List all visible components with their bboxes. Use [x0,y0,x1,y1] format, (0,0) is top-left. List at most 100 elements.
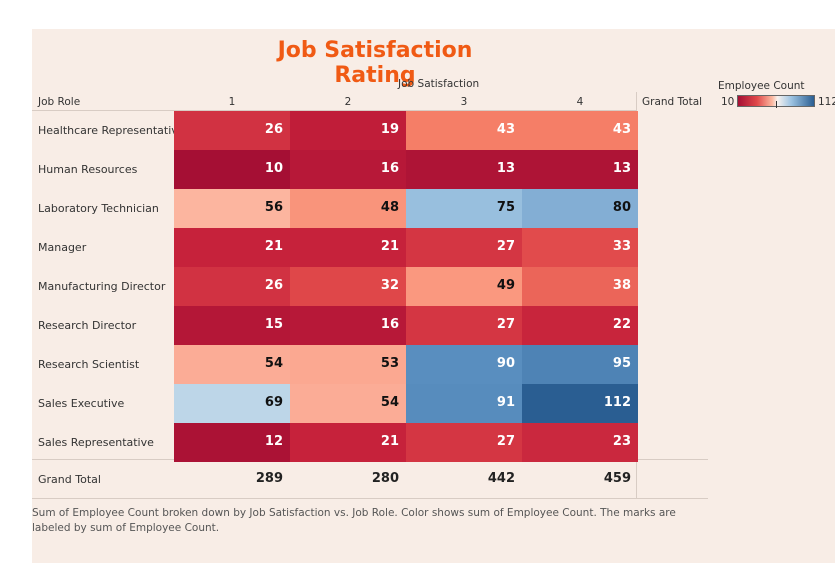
heatmap-cell[interactable]: 22 [522,306,638,345]
heatmap-cell[interactable]: 13 [522,150,638,189]
row-label: Manager [38,241,87,254]
heatmap-cell[interactable]: 54 [174,345,290,384]
grand-total-value: 289 [255,471,283,486]
heatmap-cell[interactable]: 16 [290,306,406,345]
heatmap-cell[interactable]: 32 [290,267,406,306]
heatmap-cell[interactable]: 27 [406,423,522,462]
heatmap-cell[interactable]: 54 [290,384,406,423]
heatmap-cell[interactable]: 12 [174,423,290,462]
heatmap-cell[interactable]: 21 [290,423,406,462]
legend-title: Employee Count [718,80,805,92]
heatmap-cell[interactable]: 21 [174,228,290,267]
cell-value-label: 91 [496,395,515,410]
row-label: Human Resources [38,163,138,176]
table-bottom-divider [32,498,708,499]
heatmap-cell[interactable]: 53 [290,345,406,384]
column-tick-2: 2 [344,96,352,108]
cell-value-label: 56 [264,200,283,215]
heatmap-cell[interactable]: 23 [522,423,638,462]
cell-value-label: 23 [612,434,631,449]
row-header-label: Job Role [38,96,81,108]
heatmap-cell[interactable]: 13 [406,150,522,189]
heatmap-cell[interactable]: 43 [406,111,522,150]
heatmap-cell[interactable]: 90 [406,345,522,384]
heatmap-cell[interactable]: 48 [290,189,406,228]
heatmap-cell[interactable]: 19 [290,111,406,150]
cell-value-label: 22 [612,317,631,332]
row-label: Sales Representative [38,436,154,449]
cell-value-label: 54 [380,395,399,410]
cell-value-label: 27 [496,239,515,254]
cell-value-label: 13 [496,161,515,176]
cell-value-label: 10 [264,161,283,176]
cell-value-label: 95 [612,356,631,371]
row-label: Research Director [38,319,137,332]
legend-min-label: 10 [721,96,735,108]
cell-value-label: 90 [496,356,515,371]
cell-value-label: 13 [612,161,631,176]
row-label: Research Scientist [38,358,140,371]
heatmap-cell[interactable]: 49 [406,267,522,306]
heatmap-cell[interactable]: 112 [522,384,638,423]
cell-value-label: 43 [612,122,631,137]
cell-value-label: 112 [603,395,631,410]
heatmap-cell[interactable]: 10 [174,150,290,189]
cell-value-label: 33 [612,239,631,254]
grand-total-header: Grand Total [642,96,703,108]
heatmap-cell[interactable]: 38 [522,267,638,306]
legend-max-label: 112 [818,96,835,108]
cell-value-label: 32 [380,278,399,293]
heatmap-cell[interactable]: 27 [406,228,522,267]
cell-value-label: 43 [496,122,515,137]
grand-total-value: 442 [487,471,515,486]
header-divider [32,110,637,111]
heatmap-cell[interactable]: 75 [406,189,522,228]
cell-value-label: 27 [496,434,515,449]
cell-value-label: 49 [496,278,515,293]
heatmap-cell[interactable]: 80 [522,189,638,228]
row-label: Laboratory Technician [38,202,159,215]
cell-value-label: 48 [380,200,399,215]
chart-title: Job Satisfaction Rating [277,38,473,88]
heatmap-cell[interactable]: 26 [174,267,290,306]
cell-value-label: 75 [496,200,515,215]
cell-value-label: 21 [380,434,399,449]
row-label: Healthcare Representative [38,124,185,137]
column-header-label: Job Satisfaction [398,78,480,90]
cell-value-label: 21 [264,239,283,254]
chart-caption: Sum of Employee Count broken down by Job… [32,507,676,534]
cell-value-label: 26 [264,278,283,293]
cell-value-label: 54 [264,356,283,371]
heatmap-cell[interactable]: 69 [174,384,290,423]
row-label: Sales Executive [38,397,125,410]
cell-value-label: 53 [380,356,399,371]
heatmap-cell[interactable]: 21 [290,228,406,267]
cell-value-label: 15 [264,317,283,332]
heatmap-cell[interactable]: 91 [406,384,522,423]
heatmap-cell[interactable]: 33 [522,228,638,267]
cell-value-label: 16 [380,317,399,332]
cell-value-label: 21 [380,239,399,254]
cell-value-label: 19 [380,122,399,137]
cell-value-label: 80 [612,200,631,215]
cell-value-label: 26 [264,122,283,137]
grand-total-value: 280 [371,471,399,486]
heatmap-cell[interactable]: 15 [174,306,290,345]
heatmap-cell[interactable]: 43 [522,111,638,150]
row-label: Manufacturing Director [38,280,166,293]
cell-value-label: 69 [264,395,283,410]
heatmap-cell[interactable]: 16 [290,150,406,189]
cell-value-label: 27 [496,317,515,332]
heatmap-cell[interactable]: 26 [174,111,290,150]
column-tick-3: 3 [460,96,468,108]
heatmap-cell[interactable]: 27 [406,306,522,345]
grand-total-value: 459 [603,471,631,486]
heatmap-cell[interactable]: 95 [522,345,638,384]
grand-total-row-label: Grand Total [38,473,101,486]
column-tick-1: 1 [228,96,236,108]
heatmap-cell[interactable]: 56 [174,189,290,228]
legend-midpoint-tick [776,101,777,108]
cell-value-label: 12 [264,434,283,449]
column-tick-4: 4 [576,96,584,108]
cell-value-label: 16 [380,161,399,176]
